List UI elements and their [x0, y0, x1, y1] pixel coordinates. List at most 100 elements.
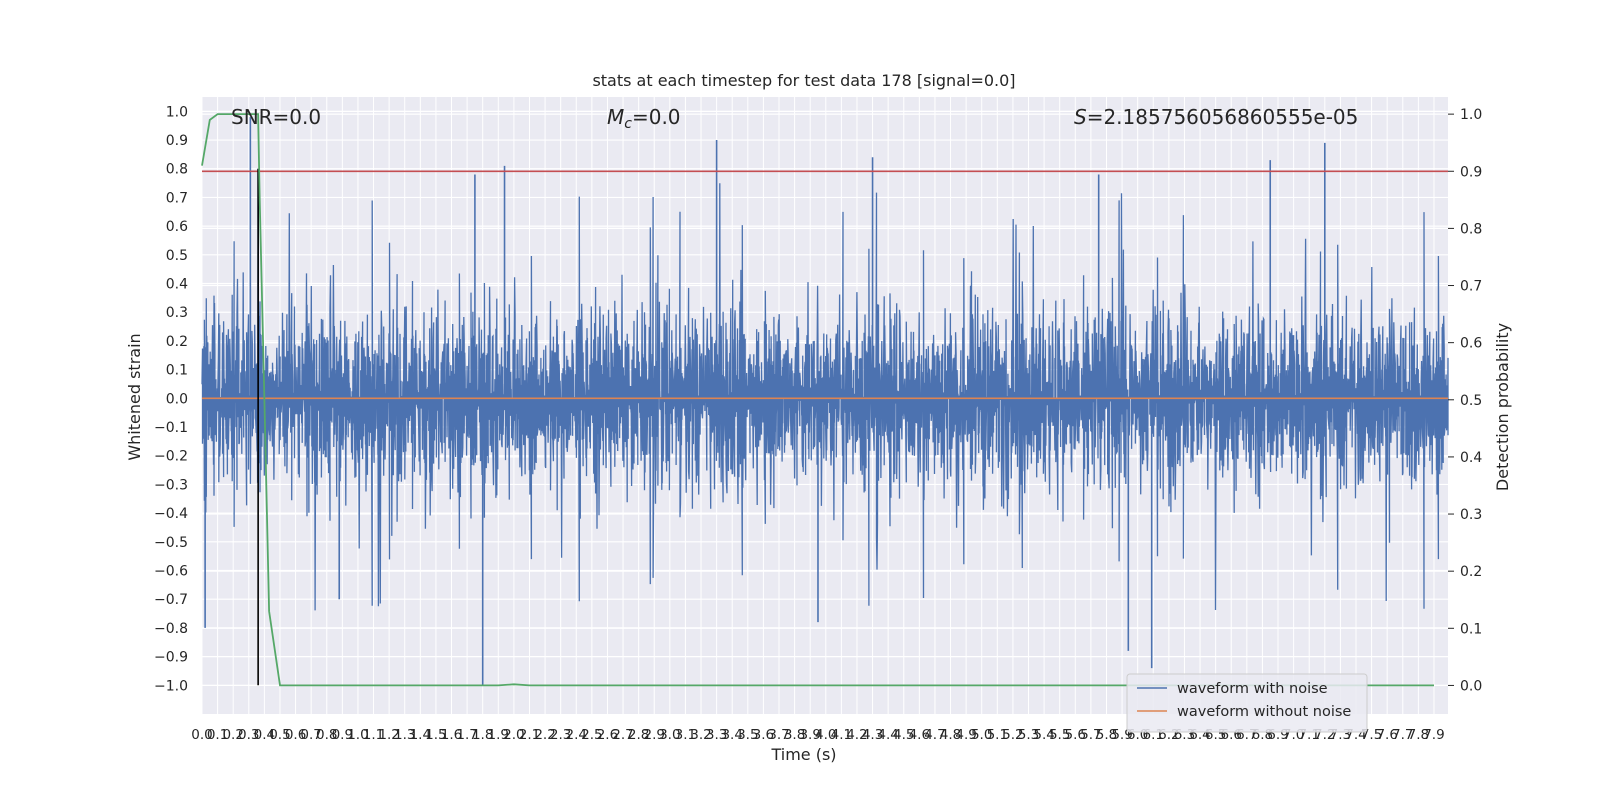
- x-tick-label: 4.9: [955, 727, 976, 743]
- x-tick-label: 0.2: [222, 727, 243, 743]
- s-value: =2.185756056860555e-05: [1087, 105, 1359, 129]
- x-tick-label: 0.4: [254, 727, 275, 743]
- x-tick-label: 4.1: [831, 727, 852, 743]
- left-y-tick-label: −0.2: [154, 449, 188, 465]
- x-tick-label: 7.6: [1376, 727, 1397, 743]
- x-tick-label: 0.5: [269, 727, 290, 743]
- x-tick-label: 3.6: [753, 727, 774, 743]
- left-y-axis-label: Whitened strain: [125, 333, 144, 460]
- chirp-mass-annotation: Mc=0.0: [607, 105, 681, 132]
- x-tick-label: 4.5: [893, 727, 914, 743]
- chart-title: stats at each timestep for test data 178…: [592, 71, 1015, 90]
- noisy-waveform-series: [201, 117, 1449, 686]
- left-y-tick-label: −0.7: [154, 592, 188, 608]
- left-y-tick-label: 0.2: [166, 334, 188, 350]
- x-tick-label: 3.8: [784, 727, 805, 743]
- x-tick-label: 0.3: [238, 727, 259, 743]
- x-tick-label: 2.8: [628, 727, 649, 743]
- x-tick-label: 4.7: [924, 727, 945, 743]
- chirp-mass-value: =0.0: [632, 105, 681, 129]
- right-y-tick-label: 0.6: [1460, 336, 1482, 352]
- x-tick-label: 2.6: [597, 727, 618, 743]
- x-tick-label: 3.1: [675, 727, 696, 743]
- x-tick-label: 0.7: [300, 727, 321, 743]
- left-y-tick-label: −0.1: [154, 420, 188, 436]
- right-y-axis-label: Detection probability: [1493, 323, 1512, 491]
- left-y-tick-label: 0.4: [166, 277, 188, 293]
- left-y-tick-label: 0.7: [166, 190, 188, 206]
- overlay-series: [201, 113, 1448, 687]
- right-y-tick-label: 0.1: [1460, 621, 1482, 637]
- legend-label-clean: waveform without noise: [1177, 704, 1351, 720]
- right-y-tick-label: 1.0: [1460, 107, 1482, 123]
- x-tick-label: 1.5: [425, 727, 446, 743]
- x-tick-label: 1.0: [347, 727, 368, 743]
- x-tick-label: 0.1: [207, 727, 228, 743]
- x-tick-label: 0.8: [316, 727, 337, 743]
- legend: waveform with noise waveform without noi…: [1126, 673, 1368, 733]
- x-tick-label: 1.1: [363, 727, 384, 743]
- left-y-tick-label: −0.5: [154, 535, 188, 551]
- legend-label-noise: waveform with noise: [1177, 681, 1328, 697]
- x-tick-label: 7.9: [1423, 727, 1444, 743]
- x-tick-label: 4.0: [815, 727, 836, 743]
- x-tick-label: 2.3: [550, 727, 571, 743]
- chirp-mass-subscript: c: [624, 116, 632, 132]
- right-y-tick-label: 0.4: [1460, 450, 1482, 466]
- detection-probability-line: [201, 113, 1434, 687]
- x-tick-label: 5.7: [1080, 727, 1101, 743]
- chirp-mass-symbol: M: [607, 105, 624, 129]
- right-y-tick-label: 0.0: [1460, 678, 1482, 694]
- right-y-tick-label: 0.7: [1460, 279, 1482, 295]
- right-y-tick-label: 0.2: [1460, 564, 1482, 580]
- x-tick-label: 4.8: [940, 727, 961, 743]
- x-tick-label: 1.3: [394, 727, 415, 743]
- legend-box: [1126, 673, 1368, 733]
- x-tick-label: 1.7: [456, 727, 477, 743]
- noisy-waveform-line: [201, 183, 1449, 611]
- left-y-tick-label: 0.8: [166, 162, 188, 178]
- x-tick-label: 3.5: [737, 727, 758, 743]
- right-y-tick-label: 0.5: [1460, 393, 1482, 409]
- left-y-tick-label: 0.5: [166, 248, 188, 264]
- x-tick-label: 1.2: [378, 727, 399, 743]
- x-tick-label: 5.4: [1033, 727, 1054, 743]
- x-tick-label: 3.4: [721, 727, 742, 743]
- left-y-tick-label: −0.8: [154, 621, 188, 637]
- snr-annotation: SNR=0.0: [231, 105, 321, 129]
- left-y-tick-label: 0.3: [166, 305, 188, 321]
- left-y-tick-label: 0.1: [166, 363, 188, 379]
- x-tick-label: 4.2: [846, 727, 867, 743]
- x-tick-label: 3.0: [659, 727, 680, 743]
- x-tick-label: 1.6: [441, 727, 462, 743]
- x-tick-label: 5.1: [987, 727, 1008, 743]
- s-symbol: S: [1074, 105, 1087, 129]
- left-y-tick-label: 1.0: [166, 104, 188, 120]
- left-y-axis-ticks: 1.0 0.9 0.8 0.7 0.6 0.5 0.4 0.3 0.2 0.1 0.0 −0.1 −0.…: [154, 104, 188, 694]
- left-y-tick-label: 0.9: [166, 133, 188, 149]
- x-tick-label: 1.8: [472, 727, 493, 743]
- x-tick-label: 2.7: [612, 727, 633, 743]
- left-y-tick-label: −0.3: [154, 477, 188, 493]
- x-tick-label: 3.3: [706, 727, 727, 743]
- x-tick-label: 5.6: [1065, 727, 1086, 743]
- left-y-tick-label: −1.0: [154, 678, 188, 694]
- x-tick-label: 0.0: [191, 727, 212, 743]
- x-tick-label: 5.0: [971, 727, 992, 743]
- left-y-tick-label: −0.6: [154, 564, 188, 580]
- s-annotation: S=2.185756056860555e-05: [1074, 105, 1358, 129]
- x-axis-label: Time (s): [770, 745, 836, 764]
- x-tick-label: 7.7: [1392, 727, 1413, 743]
- x-tick-label: 2.2: [534, 727, 555, 743]
- left-y-tick-label: 0.6: [166, 219, 188, 235]
- right-y-tick-label: 0.8: [1460, 221, 1482, 237]
- x-tick-label: 0.6: [285, 727, 306, 743]
- left-y-tick-label: −0.4: [154, 506, 188, 522]
- x-tick-label: 1.9: [488, 727, 509, 743]
- x-tick-label: 4.6: [909, 727, 930, 743]
- x-tick-label: 3.7: [768, 727, 789, 743]
- x-tick-label: 5.2: [1002, 727, 1023, 743]
- x-tick-label: 0.9: [332, 727, 353, 743]
- x-tick-label: 5.5: [1049, 727, 1070, 743]
